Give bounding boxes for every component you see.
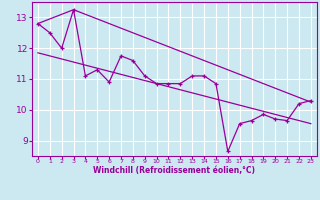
X-axis label: Windchill (Refroidissement éolien,°C): Windchill (Refroidissement éolien,°C) — [93, 166, 255, 175]
